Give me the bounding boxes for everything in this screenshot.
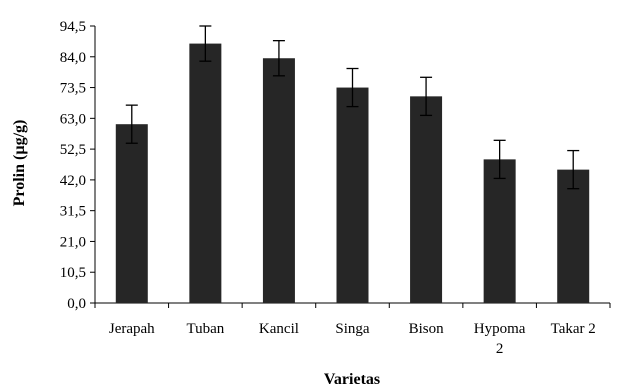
bar-5 [483,159,516,303]
bars [115,25,590,304]
y-tick-label: 0,0 [67,296,86,312]
y-axis-title: Prolin (µg/g) [11,120,28,207]
bar-1 [189,43,222,303]
x-axis-ticks: Jerapah Tuban Kancil Singa Bison Hypoma 2 Takar… [94,303,611,357]
x-axis-title: Varietas [324,371,380,388]
y-tick-label: 31,5 [60,204,86,220]
y-tick-label: 10,5 [60,265,86,281]
y-axis-ticks: 0,0 10,5 21,0 31,5 42,0 52,5 63,0 73,5 84,0 94,5 [60,19,95,312]
bar-2 [262,58,295,304]
x-tick-label: 2 [496,341,504,357]
bar-4 [410,96,443,303]
y-tick-label: 84,0 [60,50,86,66]
y-tick-label: 94,5 [60,19,86,35]
x-tick-label: Bison [409,321,445,337]
y-tick-label: 63,0 [60,111,86,127]
bar-6 [557,169,590,303]
x-tick-label: Hypoma [474,321,526,337]
bar-0 [115,124,148,303]
x-tick-label: Takar 2 [551,321,596,337]
x-tick-label: Kancil [259,321,299,337]
x-tick-label: Singa [335,321,370,337]
x-tick-label: Tuban [186,321,224,337]
bar-3 [336,87,369,303]
x-tick-label: Jerapah [109,321,155,337]
y-tick-label: 42,0 [60,173,86,189]
y-tick-label: 73,5 [60,81,86,97]
y-tick-label: 52,5 [60,142,86,158]
y-tick-label: 21,0 [60,234,86,250]
